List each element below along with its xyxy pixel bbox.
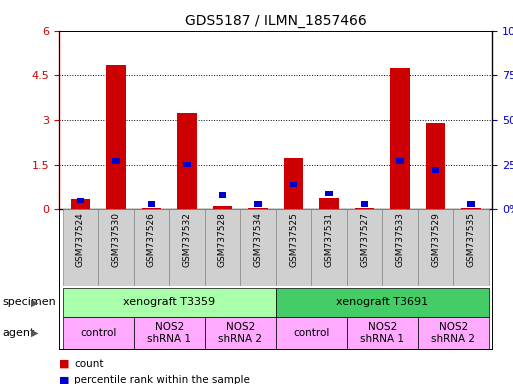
Text: GSM737534: GSM737534 <box>253 212 263 267</box>
Bar <box>382 209 418 286</box>
Text: GSM737526: GSM737526 <box>147 212 156 267</box>
Text: GSM737529: GSM737529 <box>431 212 440 267</box>
Text: GSM737524: GSM737524 <box>76 212 85 267</box>
Bar <box>106 65 126 209</box>
Bar <box>284 158 303 209</box>
Text: GSM737533: GSM737533 <box>396 212 405 267</box>
Bar <box>276 209 311 286</box>
Title: GDS5187 / ILMN_1857466: GDS5187 / ILMN_1857466 <box>185 14 367 28</box>
Bar <box>177 113 196 209</box>
Text: specimen: specimen <box>3 297 56 308</box>
Bar <box>426 123 445 209</box>
Bar <box>290 182 297 187</box>
Bar <box>98 209 133 286</box>
Text: agent: agent <box>3 328 35 338</box>
Bar <box>183 162 191 167</box>
Text: NOS2
shRNA 2: NOS2 shRNA 2 <box>431 322 476 344</box>
Bar <box>142 208 161 209</box>
Bar <box>205 209 240 286</box>
Bar <box>319 198 339 209</box>
Bar <box>63 209 98 286</box>
Text: ▶: ▶ <box>31 328 38 338</box>
Bar <box>418 209 453 286</box>
Text: ■: ■ <box>59 375 69 384</box>
Bar <box>248 208 268 209</box>
Bar <box>311 209 347 286</box>
Text: GSM737525: GSM737525 <box>289 212 298 267</box>
Bar <box>76 198 84 203</box>
Text: ■: ■ <box>59 359 69 369</box>
Bar <box>133 209 169 286</box>
Bar <box>347 209 382 286</box>
Bar <box>355 208 374 209</box>
Bar <box>467 201 475 207</box>
Text: GSM737528: GSM737528 <box>218 212 227 267</box>
Bar <box>148 201 155 207</box>
Text: ▶: ▶ <box>31 297 38 308</box>
Text: xenograft T3691: xenograft T3691 <box>336 297 428 308</box>
Text: percentile rank within the sample: percentile rank within the sample <box>74 375 250 384</box>
Bar <box>219 192 226 198</box>
Text: NOS2
shRNA 1: NOS2 shRNA 1 <box>360 322 404 344</box>
Text: GSM737530: GSM737530 <box>111 212 121 267</box>
Text: control: control <box>293 328 329 338</box>
Bar <box>397 158 404 164</box>
Text: GSM737535: GSM737535 <box>467 212 476 267</box>
Text: xenograft T3359: xenograft T3359 <box>123 297 215 308</box>
Bar <box>240 209 276 286</box>
Text: GSM737527: GSM737527 <box>360 212 369 267</box>
Bar <box>453 209 489 286</box>
Bar <box>461 208 481 209</box>
Bar <box>325 190 333 196</box>
Bar <box>254 201 262 207</box>
Bar <box>112 158 120 164</box>
Bar <box>432 167 439 173</box>
Text: GSM737532: GSM737532 <box>183 212 191 267</box>
Bar <box>390 68 410 209</box>
Text: count: count <box>74 359 104 369</box>
Bar <box>169 209 205 286</box>
Bar <box>71 199 90 209</box>
Text: NOS2
shRNA 1: NOS2 shRNA 1 <box>147 322 191 344</box>
Bar <box>213 206 232 209</box>
Text: GSM737531: GSM737531 <box>325 212 333 267</box>
Bar <box>361 201 368 207</box>
Text: NOS2
shRNA 2: NOS2 shRNA 2 <box>218 322 262 344</box>
Text: control: control <box>80 328 116 338</box>
